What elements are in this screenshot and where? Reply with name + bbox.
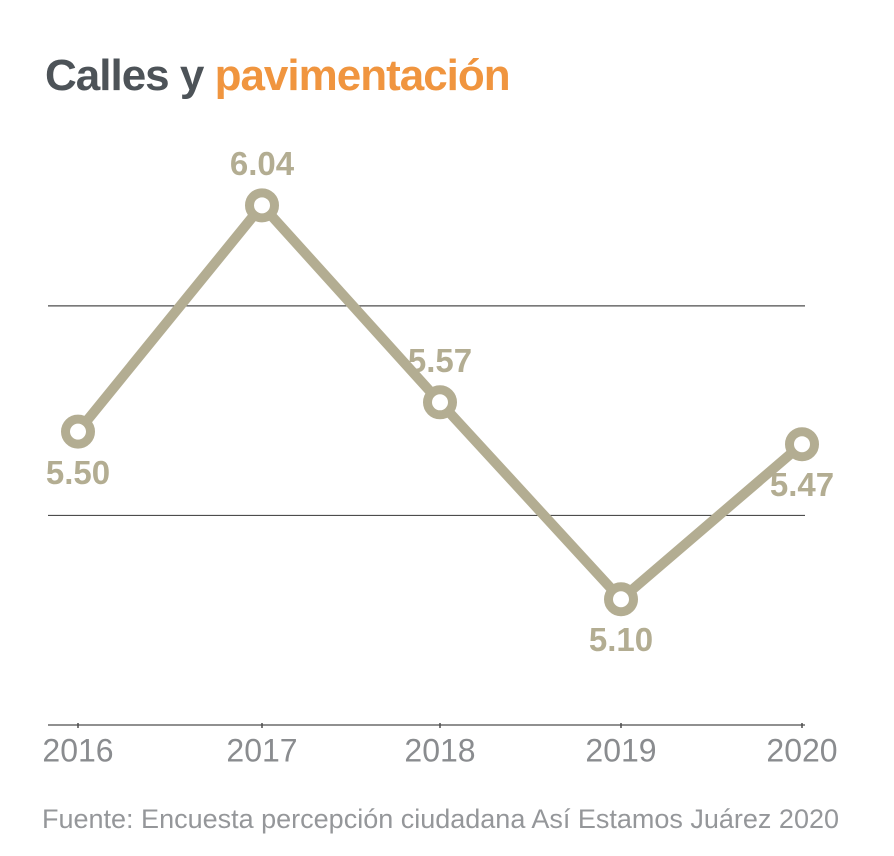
title-dark-part: Calles y xyxy=(45,51,204,100)
data-point-marker xyxy=(245,188,279,223)
x-axis-label: 2019 xyxy=(585,732,657,769)
data-point-label: 6.04 xyxy=(229,145,295,183)
data-point-label: 5.57 xyxy=(407,342,473,380)
data-point-marker xyxy=(604,582,638,617)
data-point-marker xyxy=(61,414,95,449)
x-axis-label: 2018 xyxy=(404,732,476,769)
x-axis-label: 2016 xyxy=(42,732,114,769)
data-point-label: 5.50 xyxy=(45,453,111,491)
data-point-marker xyxy=(423,385,457,420)
x-axis-label: 2020 xyxy=(766,732,838,769)
data-point-marker xyxy=(785,427,819,462)
page-title: Calles y pavimentación xyxy=(45,51,511,100)
data-point-label: 5.10 xyxy=(588,621,654,659)
source-note: Fuente: Encuesta percepción ciudadana As… xyxy=(42,804,840,834)
data-point-label: 5.47 xyxy=(769,466,835,504)
title-accent-part: pavimentación xyxy=(214,51,511,100)
x-axis-label: 2017 xyxy=(226,732,298,769)
